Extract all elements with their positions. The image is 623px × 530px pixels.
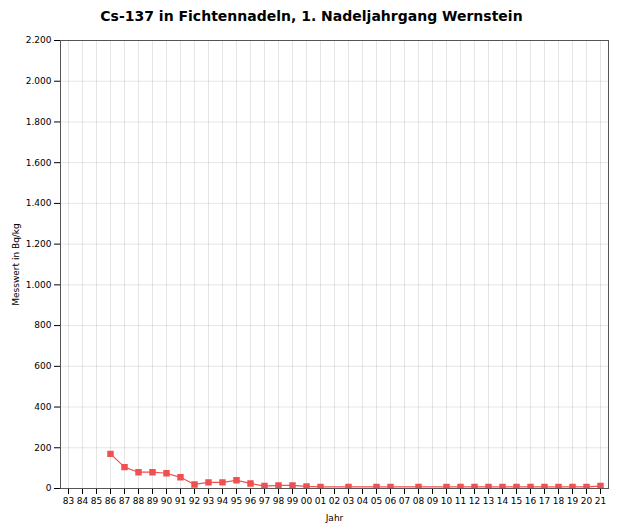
svg-text:1.800: 1.800	[26, 117, 52, 127]
svg-text:05: 05	[371, 496, 382, 506]
svg-text:13: 13	[483, 496, 494, 506]
svg-text:88: 88	[133, 496, 145, 506]
svg-text:1.200: 1.200	[26, 239, 52, 249]
svg-text:85: 85	[91, 496, 102, 506]
svg-text:21: 21	[595, 496, 606, 506]
svg-text:14: 14	[497, 496, 509, 506]
svg-text:1.600: 1.600	[26, 158, 52, 168]
svg-text:98: 98	[273, 496, 285, 506]
svg-text:95: 95	[231, 496, 242, 506]
svg-text:800: 800	[34, 320, 51, 330]
svg-text:84: 84	[77, 496, 89, 506]
svg-text:16: 16	[525, 496, 537, 506]
svg-text:2.200: 2.200	[26, 35, 52, 45]
svg-text:1.000: 1.000	[26, 280, 52, 290]
svg-text:90: 90	[161, 496, 173, 506]
svg-text:83: 83	[63, 496, 74, 506]
svg-text:600: 600	[34, 361, 51, 371]
svg-text:89: 89	[147, 496, 159, 506]
svg-text:0: 0	[46, 483, 52, 493]
svg-text:11: 11	[455, 496, 466, 506]
svg-text:12: 12	[469, 496, 480, 506]
svg-text:86: 86	[105, 496, 117, 506]
svg-text:87: 87	[119, 496, 130, 506]
svg-text:97: 97	[259, 496, 270, 506]
svg-text:18: 18	[553, 496, 565, 506]
svg-text:15: 15	[511, 496, 522, 506]
svg-text:19: 19	[567, 496, 579, 506]
svg-text:91: 91	[175, 496, 186, 506]
svg-text:200: 200	[34, 443, 51, 453]
svg-text:94: 94	[217, 496, 229, 506]
svg-text:93: 93	[203, 496, 214, 506]
svg-text:06: 06	[385, 496, 397, 506]
html-text:Cs-137 in Fichtennadeln, 1. Na: Cs-137 in Fichtennadeln, 1. Nadeljahrgan…	[100, 8, 523, 24]
svg-text:17: 17	[539, 496, 550, 506]
svg-text:09: 09	[427, 496, 439, 506]
svg-text:Messwert in Bq/kg: Messwert in Bq/kg	[11, 223, 21, 306]
svg-text:20: 20	[581, 496, 593, 506]
svg-text:00: 00	[301, 496, 313, 506]
svg-text:400: 400	[34, 402, 51, 412]
svg-text:2.000: 2.000	[26, 76, 52, 86]
svg-text:07: 07	[399, 496, 410, 506]
svg-text:92: 92	[189, 496, 200, 506]
svg-text:01: 01	[315, 496, 326, 506]
svg-text:1.400: 1.400	[26, 198, 52, 208]
svg-text:02: 02	[329, 496, 340, 506]
svg-text:08: 08	[413, 496, 425, 506]
svg-text:96: 96	[245, 496, 257, 506]
svg-text:03: 03	[343, 496, 354, 506]
svg-text:04: 04	[357, 496, 369, 506]
svg-text:99: 99	[287, 496, 299, 506]
svg-text:Jahr: Jahr	[325, 513, 344, 523]
svg-text:10: 10	[441, 496, 453, 506]
